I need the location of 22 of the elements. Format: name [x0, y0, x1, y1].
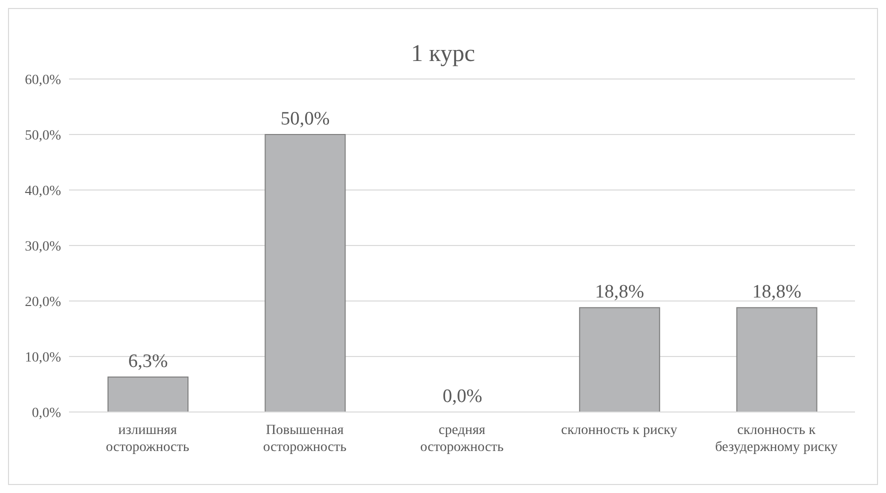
data-label: 18,8% — [752, 282, 802, 303]
y-tick-label: 40,0% — [24, 184, 62, 199]
x-tick-label: Повышенная осторожность — [263, 423, 346, 455]
chart-title: 1 курс — [410, 41, 476, 68]
x-tick-label: склонность к безудержному риску — [715, 423, 838, 455]
data-label: 18,8% — [595, 282, 644, 303]
data-label: 0,0% — [442, 386, 482, 407]
x-tick-label: склонность к риску — [561, 423, 678, 438]
bar — [264, 134, 346, 412]
y-tick-label: 60,0% — [24, 72, 62, 88]
bar — [736, 307, 818, 412]
data-label: 50,0% — [280, 108, 330, 130]
y-tick-label: 0,0% — [32, 406, 62, 421]
x-tick-label: излишняя осторожность — [106, 423, 190, 455]
y-tick-label: 20,0% — [24, 294, 62, 310]
x-tick-label: средняя осторожность — [420, 423, 504, 455]
y-tick-label: 30,0% — [24, 239, 62, 254]
y-tick-label: 50,0% — [24, 128, 62, 144]
data-label: 6,3% — [128, 351, 168, 372]
y-tick-label: 10,0% — [24, 350, 62, 366]
bar — [108, 376, 188, 412]
bar — [579, 307, 660, 412]
